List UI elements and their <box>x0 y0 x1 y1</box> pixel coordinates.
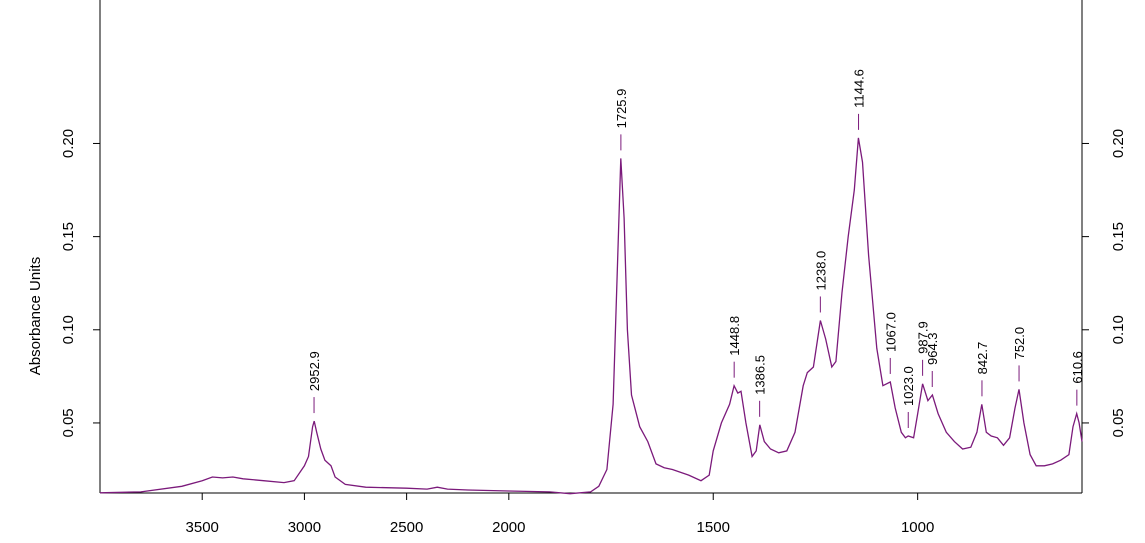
y-tick-label: 0.15 <box>60 222 77 251</box>
peak-label: 987.9 <box>916 321 931 354</box>
peak-label: 1144.6 <box>852 69 867 108</box>
y-tick-label: 0.10 <box>60 315 77 344</box>
peak-label: 1238.0 <box>813 251 828 291</box>
y-tick-label-right: 0.05 <box>1110 408 1127 437</box>
y-tick-label-right: 0.20 <box>1110 129 1127 158</box>
peak-label: 1725.9 <box>614 89 629 129</box>
y-tick-label: 0.20 <box>60 129 77 158</box>
x-tick-label: 3000 <box>288 519 321 536</box>
x-tick-label: 1000 <box>901 519 934 536</box>
y-tick-label-right: 0.15 <box>1110 222 1127 251</box>
peak-label: 1023.0 <box>901 366 916 406</box>
peak-label: 1448.8 <box>727 316 742 356</box>
x-tick-label: 2500 <box>390 519 423 536</box>
peak-label: 842.7 <box>975 342 990 375</box>
x-tick-label: 3500 <box>186 519 219 536</box>
y-axis-label: Absorbance Units <box>27 257 44 375</box>
peak-label: 610.6 <box>1070 351 1085 384</box>
peak-label: 1067.0 <box>883 312 898 352</box>
x-tick-label: 1500 <box>697 519 730 536</box>
peak-label: 752.0 <box>1012 327 1027 360</box>
y-tick-label: 0.05 <box>60 408 77 437</box>
x-tick-label: 2000 <box>492 519 525 536</box>
peak-label: 1386.5 <box>753 355 768 395</box>
y-tick-label-right: 0.10 <box>1110 315 1127 344</box>
peak-label: 964.3 <box>925 332 940 365</box>
peak-label: 2952.9 <box>307 351 322 391</box>
spectrum-line <box>99 137 1083 495</box>
